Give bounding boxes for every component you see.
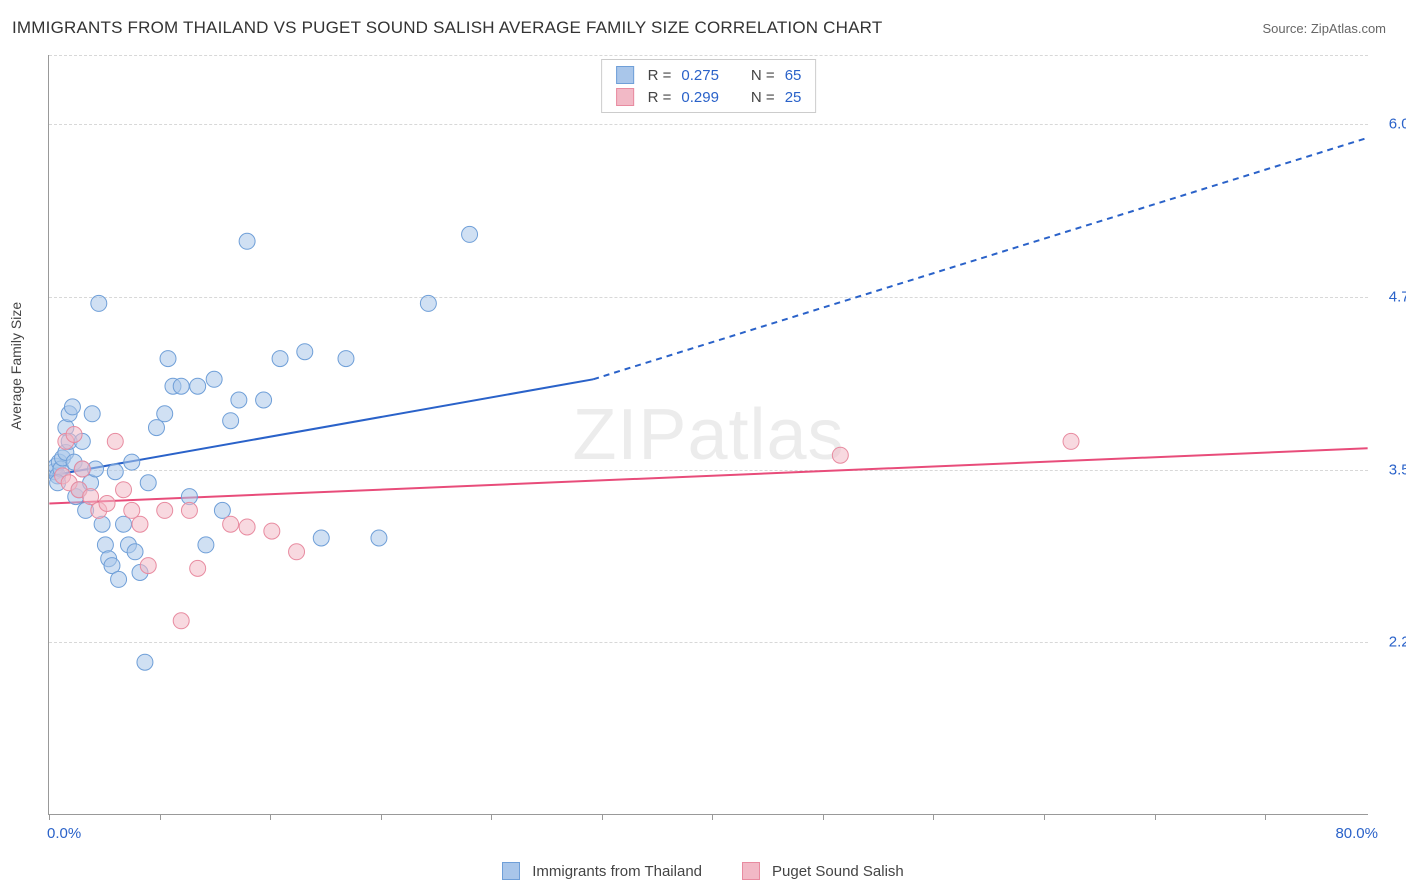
data-point [107,433,123,449]
data-point [173,378,189,394]
data-point [256,392,272,408]
legend-swatch-2 [616,88,634,106]
chart-plot-area: ZIPatlas R = 0.275 N = 65 R = 0.299 N = … [48,55,1368,815]
y-tick-label: 2.25 [1373,634,1406,651]
legend-swatch-1 [616,66,634,84]
legend-label-2: Puget Sound Salish [772,863,904,880]
data-point [91,295,107,311]
legend-swatch-series-2 [742,862,760,880]
data-point [239,519,255,535]
legend-item-1: Immigrants from Thailand [502,862,702,880]
n-value-2: 25 [785,89,802,106]
data-point [371,530,387,546]
r-label: R = [648,89,672,106]
trend-line-dashed [593,138,1367,380]
y-tick-label: 6.00 [1373,116,1406,133]
x-tick [270,814,271,820]
data-point [99,496,115,512]
data-point [223,413,239,429]
data-point [206,371,222,387]
r-value-1: 0.275 [681,67,719,84]
data-point [181,502,197,518]
x-tick [602,814,603,820]
data-point [264,523,280,539]
x-tick [933,814,934,820]
data-point [157,406,173,422]
y-axis-label: Average Family Size [8,302,24,430]
data-point [127,544,143,560]
data-point [124,502,140,518]
legend-item-2: Puget Sound Salish [742,862,904,880]
plot-svg [49,55,1368,814]
correlation-legend: R = 0.275 N = 65 R = 0.299 N = 25 [601,59,817,113]
data-point [462,226,478,242]
x-tick [1265,814,1266,820]
data-point [97,537,113,553]
x-axis-min-label: 0.0% [47,825,81,842]
data-point [140,475,156,491]
data-point [140,558,156,574]
x-tick [49,814,50,820]
y-tick-label: 3.50 [1373,461,1406,478]
data-point [231,392,247,408]
data-point [66,427,82,443]
data-point [239,233,255,249]
n-label: N = [751,67,775,84]
y-tick-label: 4.75 [1373,288,1406,305]
data-point [84,406,100,422]
x-tick [381,814,382,820]
data-point [94,516,110,532]
x-tick [160,814,161,820]
header: IMMIGRANTS FROM THAILAND VS PUGET SOUND … [12,18,1386,38]
n-value-1: 65 [785,67,802,84]
r-value-2: 0.299 [681,89,719,106]
data-point [173,613,189,629]
x-tick [1155,814,1156,820]
r-label: R = [648,67,672,84]
legend-swatch-series-1 [502,862,520,880]
data-point [116,516,132,532]
legend-row-series-1: R = 0.275 N = 65 [602,64,816,86]
data-point [190,378,206,394]
data-point [64,399,80,415]
data-point [148,420,164,436]
data-point [223,516,239,532]
chart-title: IMMIGRANTS FROM THAILAND VS PUGET SOUND … [12,18,882,38]
data-point [74,461,90,477]
data-point [124,454,140,470]
x-axis-max-label: 80.0% [1335,825,1378,842]
x-tick [823,814,824,820]
data-point [214,502,230,518]
n-label: N = [751,89,775,106]
trend-line [49,448,1367,503]
data-point [832,447,848,463]
data-point [83,489,99,505]
data-point [313,530,329,546]
legend-row-series-2: R = 0.299 N = 25 [602,86,816,108]
x-tick [491,814,492,820]
data-point [289,544,305,560]
legend-label-1: Immigrants from Thailand [532,863,702,880]
data-point [297,344,313,360]
data-point [190,560,206,576]
source-label: Source: ZipAtlas.com [1262,21,1386,36]
x-tick [1044,814,1045,820]
data-point [111,571,127,587]
data-point [1063,433,1079,449]
series-legend: Immigrants from Thailand Puget Sound Sal… [0,862,1406,880]
data-point [420,295,436,311]
x-tick [712,814,713,820]
data-point [338,351,354,367]
data-point [160,351,176,367]
data-point [157,502,173,518]
data-point [107,464,123,480]
data-point [198,537,214,553]
data-point [116,482,132,498]
data-point [272,351,288,367]
data-point [137,654,153,670]
data-point [132,516,148,532]
